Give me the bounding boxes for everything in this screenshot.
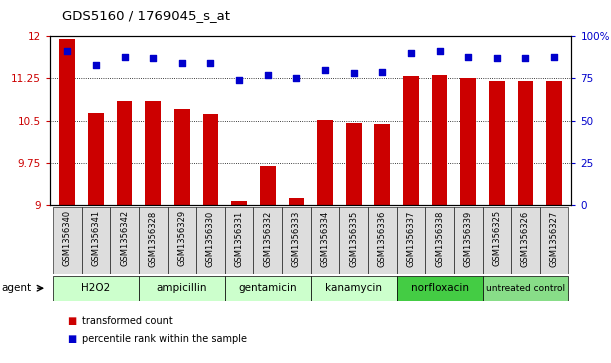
Point xyxy=(91,62,101,68)
Point xyxy=(349,70,359,76)
Point xyxy=(263,72,273,78)
Bar xyxy=(310,207,339,274)
Text: ■: ■ xyxy=(67,334,76,344)
Bar xyxy=(432,74,447,205)
Bar xyxy=(203,114,218,205)
Text: transformed count: transformed count xyxy=(82,316,174,326)
Point xyxy=(205,60,215,66)
Bar xyxy=(225,276,310,301)
Text: norfloxacin: norfloxacin xyxy=(411,283,469,293)
Bar xyxy=(254,207,282,274)
Text: ampicillin: ampicillin xyxy=(156,283,207,293)
Text: agent: agent xyxy=(2,283,32,293)
Text: GSM1356335: GSM1356335 xyxy=(349,210,358,266)
Text: untreated control: untreated control xyxy=(486,284,565,293)
Bar xyxy=(397,276,483,301)
Bar xyxy=(139,276,225,301)
Text: GSM1356325: GSM1356325 xyxy=(492,210,502,266)
Bar xyxy=(483,276,568,301)
Text: percentile rank within the sample: percentile rank within the sample xyxy=(82,334,247,344)
Bar xyxy=(225,207,254,274)
Point xyxy=(549,54,559,60)
Point xyxy=(521,55,530,61)
Bar xyxy=(518,81,533,205)
Point xyxy=(120,54,130,60)
Bar xyxy=(454,207,483,274)
Text: GSM1356337: GSM1356337 xyxy=(406,210,415,267)
Text: GSM1356342: GSM1356342 xyxy=(120,210,129,266)
Text: kanamycin: kanamycin xyxy=(325,283,382,293)
Bar xyxy=(310,276,397,301)
Bar xyxy=(460,78,476,205)
Text: GSM1356334: GSM1356334 xyxy=(321,210,329,266)
Text: GSM1356338: GSM1356338 xyxy=(435,210,444,267)
Text: H2O2: H2O2 xyxy=(81,283,111,293)
Point xyxy=(291,76,301,81)
Text: GSM1356329: GSM1356329 xyxy=(177,210,186,266)
Bar xyxy=(288,198,304,205)
Text: GSM1356341: GSM1356341 xyxy=(92,210,100,266)
Bar xyxy=(403,76,419,205)
Bar xyxy=(145,101,161,205)
Bar xyxy=(425,207,454,274)
Bar xyxy=(511,207,540,274)
Text: GSM1356326: GSM1356326 xyxy=(521,210,530,266)
Text: GSM1356339: GSM1356339 xyxy=(464,210,473,266)
Text: GSM1356332: GSM1356332 xyxy=(263,210,273,266)
Point xyxy=(234,77,244,83)
Bar xyxy=(82,207,110,274)
Point xyxy=(62,49,72,54)
Bar xyxy=(375,123,390,205)
Text: GSM1356340: GSM1356340 xyxy=(63,210,71,266)
Text: gentamicin: gentamicin xyxy=(238,283,297,293)
Bar xyxy=(368,207,397,274)
Bar xyxy=(317,119,333,205)
Point xyxy=(148,55,158,61)
Bar xyxy=(260,166,276,205)
Point xyxy=(378,69,387,75)
Bar xyxy=(540,207,568,274)
Text: GSM1356330: GSM1356330 xyxy=(206,210,215,266)
Bar xyxy=(483,207,511,274)
Text: GSM1356333: GSM1356333 xyxy=(292,210,301,267)
Bar xyxy=(346,123,362,205)
Point xyxy=(406,50,416,56)
Bar xyxy=(282,207,310,274)
Bar xyxy=(110,207,139,274)
Point xyxy=(434,49,444,54)
Bar xyxy=(88,113,104,205)
Bar xyxy=(489,81,505,205)
Text: GSM1356327: GSM1356327 xyxy=(550,210,558,266)
Text: GSM1356328: GSM1356328 xyxy=(148,210,158,266)
Text: GSM1356336: GSM1356336 xyxy=(378,210,387,267)
Bar xyxy=(397,207,425,274)
Text: GSM1356331: GSM1356331 xyxy=(235,210,244,266)
Point xyxy=(463,54,473,60)
Bar xyxy=(117,101,133,205)
Bar xyxy=(53,276,139,301)
Bar xyxy=(174,110,189,205)
Point xyxy=(320,67,330,73)
Point xyxy=(177,60,187,66)
Bar xyxy=(167,207,196,274)
Bar xyxy=(139,207,167,274)
Bar xyxy=(231,201,247,205)
Text: ■: ■ xyxy=(67,316,76,326)
Bar xyxy=(339,207,368,274)
Bar xyxy=(196,207,225,274)
Bar xyxy=(59,39,75,205)
Point xyxy=(492,55,502,61)
Text: GDS5160 / 1769045_s_at: GDS5160 / 1769045_s_at xyxy=(62,9,230,22)
Bar xyxy=(546,81,562,205)
Bar xyxy=(53,207,82,274)
